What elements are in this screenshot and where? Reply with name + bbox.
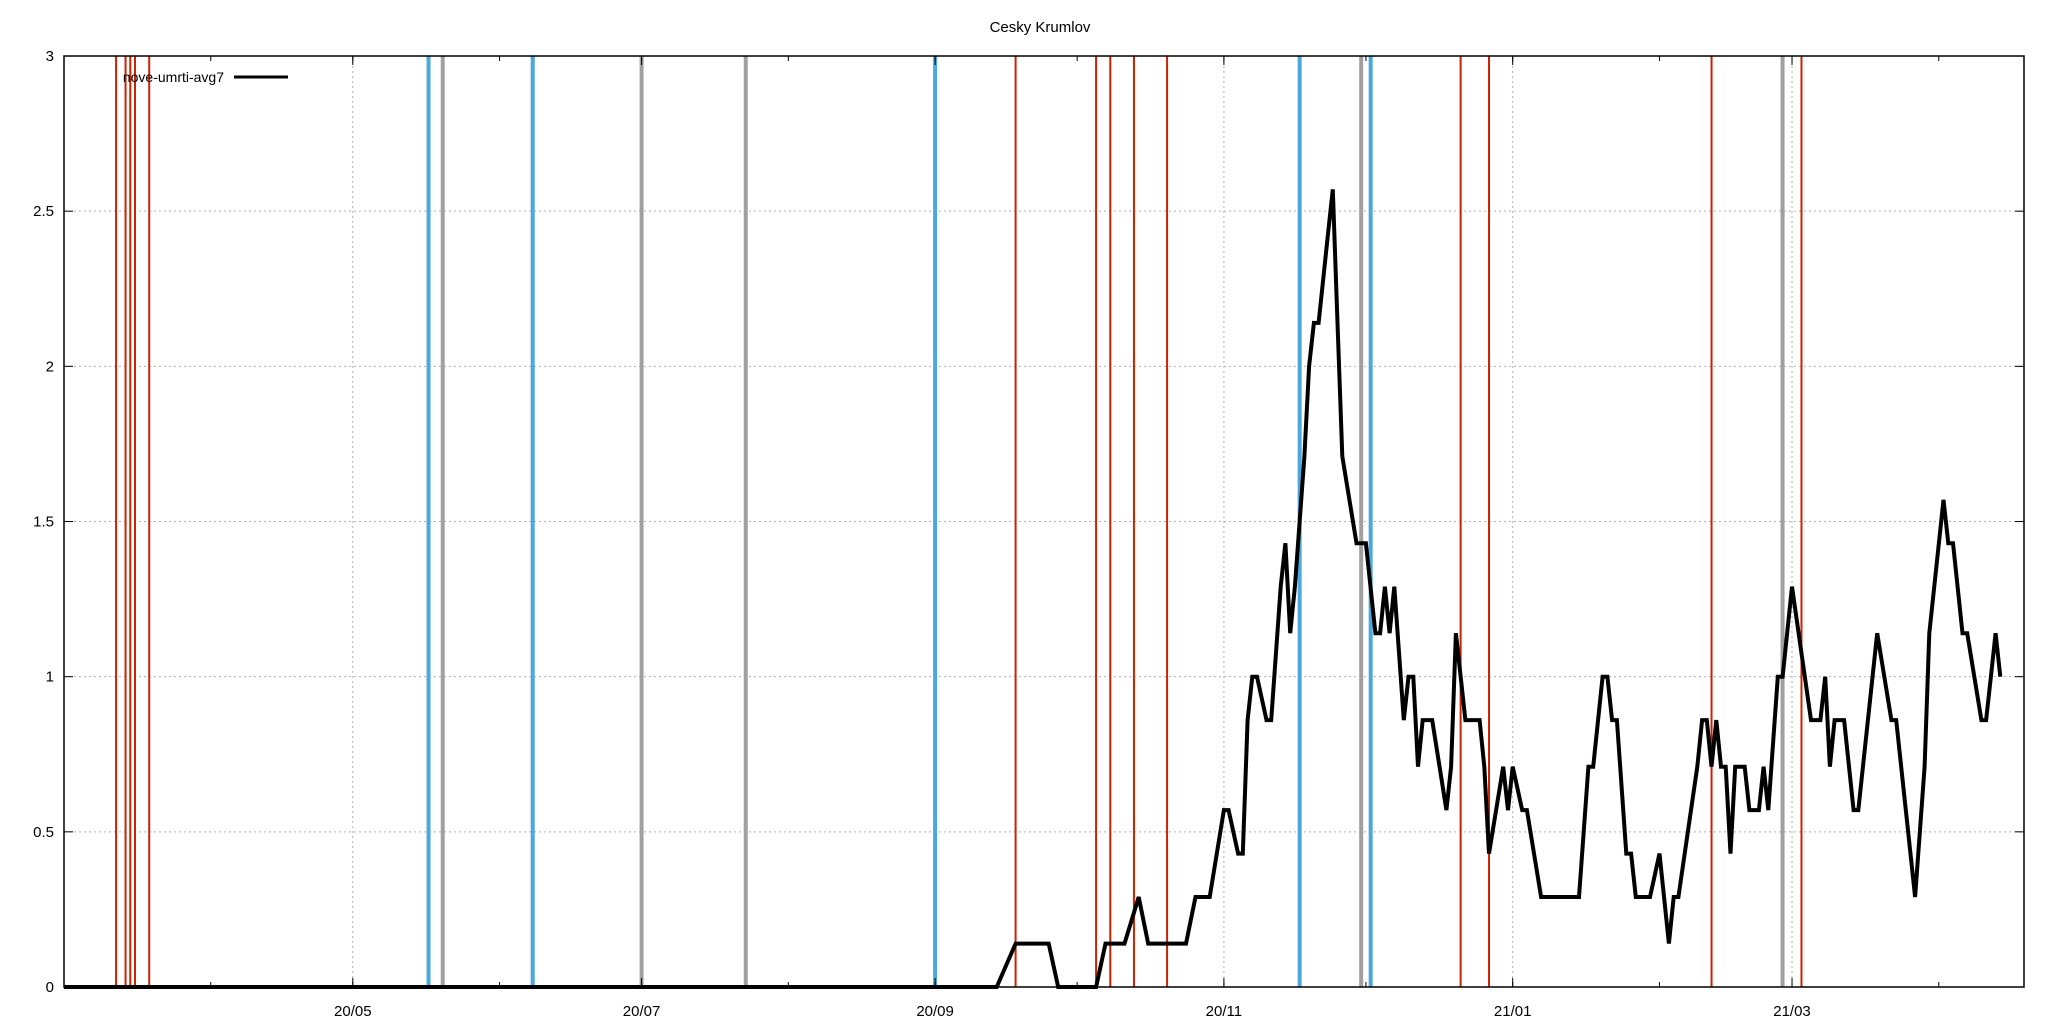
y-tick-label: 2 (46, 358, 54, 375)
vertical-markers (115, 56, 1803, 987)
chart-title: Cesky Krumlov (990, 19, 1091, 36)
legend: nove-umrti-avg7 (123, 69, 288, 85)
y-tick-label: 1.5 (33, 514, 54, 531)
series-layer (64, 189, 2003, 989)
y-tick-label: 1 (46, 669, 54, 686)
x-tick-label: 21/01 (1494, 1003, 1532, 1020)
x-tick-label: 20/05 (334, 1003, 372, 1020)
y-tick-label: 0 (46, 979, 54, 996)
y-tick-label: 0.5 (33, 824, 54, 841)
y-tick-label: 3 (46, 48, 54, 65)
x-tick-label: 20/07 (623, 1003, 661, 1020)
x-tick-label: 20/09 (916, 1003, 954, 1020)
x-tick-label: 21/03 (1773, 1003, 1811, 1020)
axes: 0 0.5 1 1.5 2 2.5 3 20/05 20/07 20/09 20/11 21/01 21… (33, 48, 2025, 1020)
y-tick-label: 2.5 (33, 203, 54, 220)
series-line (64, 189, 2003, 989)
legend-label: nove-umrti-avg7 (123, 69, 224, 85)
plot-frame (63, 55, 2025, 988)
x-tick-label: 20/11 (1206, 1003, 1242, 1020)
